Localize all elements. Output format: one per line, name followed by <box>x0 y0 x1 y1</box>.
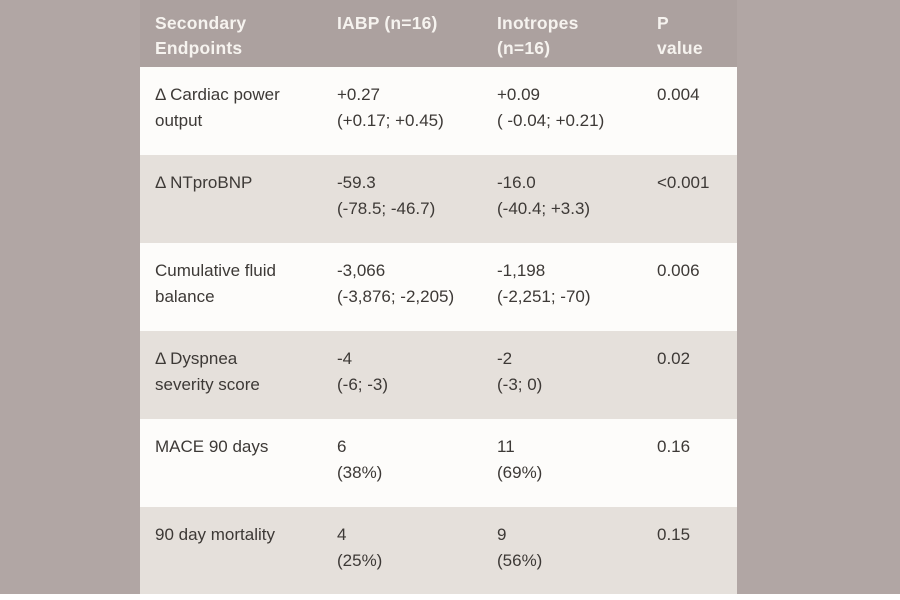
endpoint-label: Cumulative fluid balance <box>155 261 276 306</box>
inotropes-cell: -1,198 (-2,251; -70) <box>497 243 657 331</box>
column-header-endpoint: Secondary Endpoints <box>155 13 247 58</box>
inotropes-confidence-interval: (-2,251; -70) <box>497 287 591 306</box>
endpoint-label: MACE 90 days <box>155 437 269 456</box>
endpoint-label: 90 day mortality <box>155 525 275 544</box>
inotropes-value: 9 <box>497 525 507 544</box>
table-row: Δ Cardiac power output +0.27 (+0.17; +0.4… <box>140 67 737 155</box>
inotropes-confidence-interval: (-40.4; +3.3) <box>497 199 591 218</box>
column-header-iabp: IABP (n=16) <box>337 13 438 33</box>
iabp-confidence-interval: (25%) <box>337 551 383 570</box>
table-row: Δ NTproBNP -59.3 (-78.5; -46.7) -16.0 (-… <box>140 155 737 243</box>
inotropes-confidence-interval: (69%) <box>497 463 543 482</box>
inotropes-value: -2 <box>497 349 513 368</box>
endpoint-label: Δ NTproBNP <box>155 173 253 192</box>
column-header-inotropes: Inotropes (n=16) <box>497 13 579 58</box>
inotropes-cell: 11 (69%) <box>497 419 657 507</box>
bottom-white-strip <box>0 594 900 600</box>
iabp-cell: -59.3 (-78.5; -46.7) <box>337 155 497 243</box>
iabp-value: 4 <box>337 525 347 544</box>
iabp-confidence-interval: (38%) <box>337 463 383 482</box>
p-value-cell: 0.16 <box>657 437 691 456</box>
iabp-confidence-interval: (-3,876; -2,205) <box>337 287 455 306</box>
p-value-cell: 0.006 <box>657 261 700 280</box>
iabp-cell: +0.27 (+0.17; +0.45) <box>337 67 497 155</box>
iabp-cell: -3,066 (-3,876; -2,205) <box>337 243 497 331</box>
iabp-confidence-interval: (-78.5; -46.7) <box>337 199 436 218</box>
table-row: MACE 90 days 6 (38%) 11 (69%) 0.16 <box>140 419 737 507</box>
inotropes-confidence-interval: ( -0.04; +0.21) <box>497 111 605 130</box>
inotropes-cell: 9 (56%) <box>497 507 657 595</box>
p-value-cell: 0.02 <box>657 349 691 368</box>
table-row: 90 day mortality 4 (25%) 9 (56%) 0.15 <box>140 507 737 595</box>
p-value-cell: 0.15 <box>657 525 691 544</box>
table-body: Δ Cardiac power output +0.27 (+0.17; +0.4… <box>140 67 737 595</box>
inotropes-cell: +0.09 ( -0.04; +0.21) <box>497 67 657 155</box>
p-value-cell: <0.001 <box>657 173 710 192</box>
inotropes-confidence-interval: (-3; 0) <box>497 375 543 394</box>
inotropes-value: -16.0 <box>497 173 536 192</box>
table-row: Cumulative fluid balance -3,066 (-3,876; … <box>140 243 737 331</box>
iabp-value: 6 <box>337 437 347 456</box>
inotropes-value: 11 <box>497 437 515 456</box>
iabp-value: -3,066 <box>337 261 386 280</box>
inotropes-value: -1,198 <box>497 261 546 280</box>
iabp-confidence-interval: (-6; -3) <box>337 375 388 394</box>
table-header-row: Secondary Endpoints IABP (n=16) Inotropes (n… <box>140 0 737 67</box>
p-value-cell: 0.004 <box>657 85 700 104</box>
iabp-confidence-interval: (+0.17; +0.45) <box>337 111 444 130</box>
iabp-cell: -4 (-6; -3) <box>337 331 497 419</box>
secondary-endpoints-table: Secondary Endpoints IABP (n=16) Inotropes (n… <box>140 0 737 595</box>
inotropes-value: +0.09 <box>497 85 541 104</box>
table-row: Δ Dyspnea severity score -4 (-6; -3) -2 (… <box>140 331 737 419</box>
iabp-value: -4 <box>337 349 353 368</box>
inotropes-cell: -16.0 (-40.4; +3.3) <box>497 155 657 243</box>
endpoint-label: Δ Cardiac power output <box>155 85 280 130</box>
iabp-value: +0.27 <box>337 85 381 104</box>
inotropes-cell: -2 (-3; 0) <box>497 331 657 419</box>
endpoint-label: Δ Dyspnea severity score <box>155 349 260 394</box>
inotropes-confidence-interval: (56%) <box>497 551 543 570</box>
iabp-cell: 6 (38%) <box>337 419 497 507</box>
iabp-value: -59.3 <box>337 173 376 192</box>
iabp-cell: 4 (25%) <box>337 507 497 595</box>
